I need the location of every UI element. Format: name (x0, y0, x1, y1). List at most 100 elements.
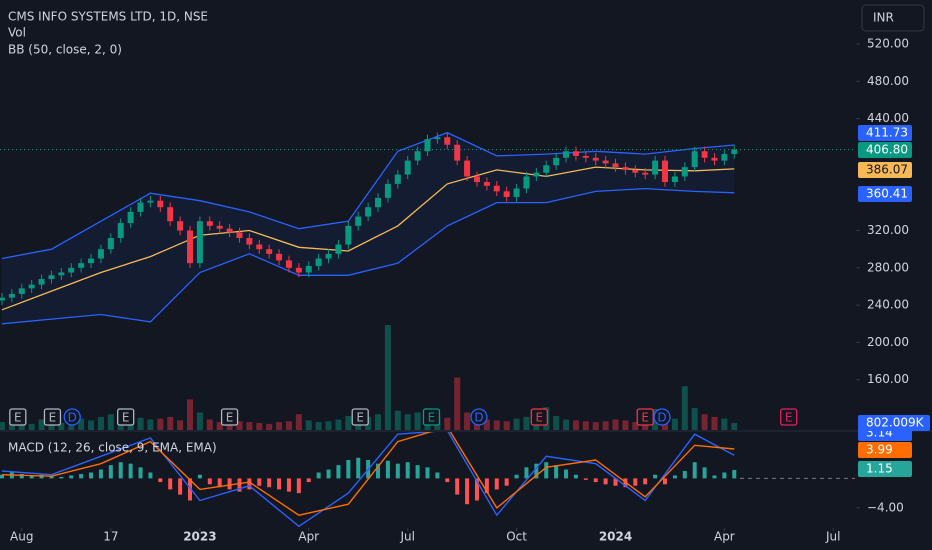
candle (652, 155, 659, 180)
macd-histogram-bar (286, 478, 291, 492)
candle-body (335, 244, 342, 254)
price-badge: 802.009K (858, 415, 930, 431)
macd-histogram-bar (455, 478, 460, 495)
event-marker: D (653, 408, 671, 426)
event-label: E (785, 411, 793, 425)
candle-body (97, 249, 104, 259)
candle (473, 171, 480, 187)
price-badge: 411.73 (858, 125, 912, 141)
price-badge: 406.80 (858, 142, 912, 158)
volume-bar (276, 422, 283, 430)
candle-body (256, 244, 263, 250)
macd-histogram-bar (633, 478, 638, 486)
candle-body (187, 230, 193, 264)
volume-bar (523, 416, 530, 430)
macd-histogram-bar (207, 478, 212, 485)
chart-title: CMS INFO SYSTEMS LTD, 1D, NSE (8, 10, 208, 24)
volume-bar (157, 418, 164, 430)
candle (721, 149, 728, 166)
currency-label[interactable]: INR (873, 11, 894, 25)
macd-histogram-bar (494, 478, 499, 490)
volume-bar (454, 377, 461, 430)
macd-histogram-bar (702, 467, 707, 479)
candle (48, 270, 55, 284)
x-tick-label: Oct (506, 530, 527, 544)
price-pane (0, 131, 855, 430)
candle-body (355, 216, 362, 226)
candle-body (0, 297, 5, 301)
volume-bar (0, 422, 5, 430)
candle (78, 258, 85, 273)
macd-histogram-bar (59, 476, 64, 479)
candle-body (276, 253, 283, 261)
candle (58, 267, 65, 280)
volume-bar (266, 423, 273, 430)
candle (88, 253, 95, 268)
volume-bar (216, 422, 223, 430)
macd-histogram-bar (564, 469, 569, 479)
macd-histogram-bar (672, 475, 677, 479)
volume-bar (681, 386, 688, 430)
bb-upper-line (1, 131, 735, 260)
volume-bar (612, 419, 619, 430)
candle (553, 153, 560, 170)
x-tick-label: Apr (714, 530, 735, 544)
y-tick-label: 440.00 (867, 111, 909, 125)
candle (256, 239, 263, 254)
candle (602, 155, 609, 169)
badge-bg (858, 142, 912, 158)
volume-bar (88, 420, 95, 430)
candle (117, 218, 124, 243)
y-tick-label: 480.00 (867, 74, 909, 88)
event-label: E (122, 411, 130, 425)
macd-histogram-bar (593, 478, 598, 483)
x-tick-label: Aug (10, 530, 33, 544)
candle-body (602, 160, 609, 164)
candle (434, 132, 441, 144)
candle (206, 216, 213, 231)
event-icon (9, 408, 27, 426)
event-icon (780, 408, 798, 426)
candle (355, 211, 362, 231)
badge-text: 802.009K (866, 416, 925, 430)
candle (276, 249, 283, 266)
macd-histogram-bar (277, 478, 282, 490)
candle (454, 140, 461, 166)
macd-y-tick-label: −4.00 (867, 500, 904, 514)
candle-body (157, 200, 164, 208)
candle (424, 134, 431, 156)
candle (503, 186, 510, 202)
volume-bar (206, 419, 213, 430)
candle-body (404, 160, 411, 175)
badge-bg (858, 162, 912, 178)
candle-body (454, 144, 461, 161)
volume-bar (721, 418, 728, 430)
volume-bar (137, 417, 144, 430)
candle (137, 197, 144, 217)
macd-histogram-bar (158, 478, 163, 483)
macd-histogram-bar (138, 467, 143, 479)
macd-histogram-bar (336, 465, 341, 479)
volume-bar (384, 325, 391, 430)
volume-bar (483, 419, 490, 430)
volume-bar (107, 414, 114, 430)
x-tick-label: Jul (825, 530, 840, 544)
candle-body (503, 191, 510, 197)
candle-body (167, 207, 174, 222)
candle (147, 196, 154, 208)
candle (731, 144, 738, 159)
volume-bar (493, 420, 500, 430)
currency-button[interactable] (861, 4, 925, 32)
macd-histogram-bar (712, 475, 717, 479)
volume-bar (513, 418, 520, 430)
candle (196, 216, 203, 268)
candle-body (444, 137, 451, 145)
y-tick-label: 280.00 (867, 260, 909, 274)
candle-body (572, 151, 579, 156)
volume-bar (256, 423, 263, 430)
candle (513, 183, 520, 202)
volume-bar (464, 412, 471, 430)
candle-body (464, 160, 471, 177)
badge-text: 386.07 (866, 163, 908, 177)
